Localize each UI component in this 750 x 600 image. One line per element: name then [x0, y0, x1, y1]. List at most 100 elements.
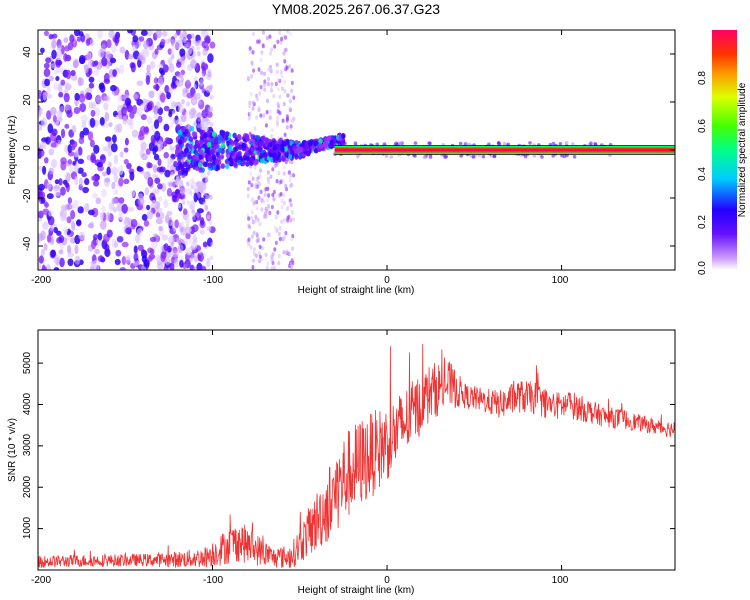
spectrogram-cell: [146, 116, 153, 125]
colorbar-label: Normalized spectral amplitude: [737, 82, 748, 217]
spectrogram-cell: [85, 38, 91, 47]
spectrogram-cell: [186, 92, 193, 99]
spectrogram-cell: [63, 37, 69, 43]
spectrogram-cell: [200, 30, 208, 38]
spectrogram-cell: [267, 67, 271, 72]
spectrogram-cell: [276, 122, 279, 127]
spectrogram-cell: [183, 263, 188, 269]
colorbar-tick-label: 0.0: [697, 261, 708, 275]
spectrogram-cell: [263, 87, 267, 92]
spectrogram-cell: [197, 116, 201, 122]
spectrogram-cell: [201, 109, 208, 119]
spectrogram-cell: [287, 153, 293, 160]
spectrogram-panel: -200 -100 0 100 40 20 0 -20 -40 Height o…: [7, 29, 676, 296]
spectrogram-cell: [290, 80, 294, 86]
spectrogram-cell: [140, 30, 148, 36]
spectrogram-cell: [199, 149, 204, 156]
spectrogram-cell: [40, 47, 45, 54]
spectrogram-cell: [186, 33, 193, 40]
spectrogram-cell: [183, 161, 188, 168]
spectrogram-cell: [146, 64, 151, 73]
spectrogram-cell: [198, 100, 202, 105]
spectrogram-cell: [172, 226, 177, 232]
spectrogram-cell: [142, 171, 148, 178]
spectrogram-cell: [290, 88, 294, 93]
spectrogram-cell: [97, 30, 103, 39]
spectrogram-cell: [78, 136, 85, 145]
spectrogram-cell: [98, 48, 105, 59]
y-tick-label: -20: [22, 188, 33, 203]
spectrogram-cell: [274, 240, 278, 245]
spectrogram-cell: [74, 175, 79, 186]
spectrogram-cell: [107, 148, 113, 157]
spectrogram-cell: [167, 57, 173, 65]
spectrogram-cell: [141, 153, 148, 161]
spectrogram-cell: [53, 69, 59, 75]
spectrogram-cell: [270, 266, 274, 270]
spectrogram-cell: [250, 209, 254, 215]
spectrogram-cell: [210, 142, 215, 148]
spectrogram-cell: [66, 172, 71, 183]
spectrogram-cell: [158, 225, 164, 232]
spectrogram-cell: [147, 176, 154, 187]
spectrogram-cell: [204, 178, 209, 184]
spectrogram-cell: [193, 161, 199, 168]
spectrogram-cell: [249, 91, 253, 97]
spectrogram-cell: [74, 30, 80, 37]
spectrogram-cell: [271, 192, 275, 198]
spectrogram-cell: [151, 199, 157, 208]
spectrogram-cell: [264, 137, 269, 144]
spectrogram-cell: [154, 177, 161, 184]
spectrogram-cell: [279, 179, 283, 184]
spectrogram-cell: [159, 92, 166, 103]
spectrogram-cell: [115, 114, 123, 120]
spectrogram-cell: [200, 265, 207, 270]
spectrogram-cell: [292, 95, 296, 100]
spectrogram-cell: [121, 256, 127, 265]
spectrogram-cell: [171, 221, 175, 227]
spectrogram-cell: [175, 80, 179, 86]
spectrogram-cell: [210, 242, 214, 247]
spectrogram-cell: [277, 253, 281, 259]
spectrogram-cell: [130, 190, 136, 198]
spectrogram-cell: [78, 77, 84, 86]
spectrogram-cell: [190, 59, 197, 69]
spectrogram-cell: [215, 151, 221, 158]
spectrogram-cell: [181, 99, 185, 105]
spectrogram-cell: [168, 63, 175, 73]
spectrogram-cell: [283, 59, 287, 64]
spectrogram-cell: [64, 144, 69, 154]
spectrogram-cell: [333, 141, 337, 145]
spectrogram-cell: [69, 202, 75, 210]
spectrogram-cell: [291, 118, 294, 124]
spectrogram-cell: [42, 165, 47, 175]
spectrogram-axes: -200 -100 0 100 40 20 0 -20 -40: [22, 30, 675, 286]
x-tick-label: -200: [31, 575, 51, 586]
spectrogram-cell: [251, 106, 255, 111]
spectrogram-cell: [66, 216, 72, 224]
spectrogram-cell: [202, 143, 207, 150]
spectrogram-cell: [53, 254, 61, 265]
spectrogram-cell: [184, 128, 189, 135]
y-tick-label: 20: [22, 94, 33, 106]
spectrogram-cell: [90, 239, 97, 250]
spectrogram-cell: [197, 51, 201, 57]
spectrogram-cell: [113, 36, 120, 44]
spectrogram-cell: [184, 147, 189, 153]
spectrogram-cell: [207, 141, 212, 148]
spectrogram-cell: [124, 137, 129, 146]
spectrogram-cell: [123, 158, 129, 165]
spectrogram-cell: [154, 254, 161, 262]
spectrogram-cell: [167, 162, 171, 168]
spectrogram-cell: [123, 178, 130, 185]
spectrogram-cell: [53, 82, 59, 91]
spectrogram-cell: [264, 123, 268, 128]
spectrogram-cell: [238, 144, 243, 151]
spectrogram-cell: [84, 178, 90, 186]
spectrogram-cell: [40, 248, 45, 257]
spectrogram-cell: [54, 179, 60, 185]
spectrogram-cell: [223, 135, 229, 141]
spectrogram-cell: [258, 174, 262, 179]
spectrogram-cell: [170, 172, 174, 178]
spectrogram-cell: [249, 157, 255, 163]
